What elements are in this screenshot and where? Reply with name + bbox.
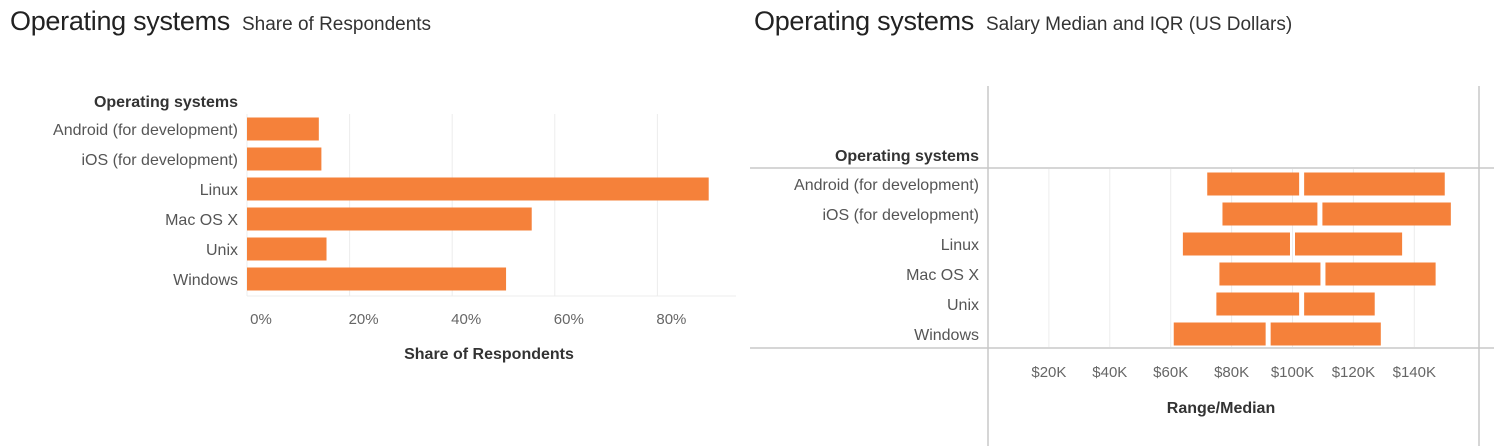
- right-x-tick-label: $20K: [1031, 364, 1066, 381]
- left-bar-ios-for-development: [247, 147, 322, 171]
- right-title-row: Operating systems Salary Median and IQR (…: [754, 6, 1292, 37]
- right-bar-upper-windows: [1270, 322, 1381, 346]
- right-chart-subtitle: Salary Median and IQR (US Dollars): [985, 14, 1293, 35]
- right-chart-title: Operating systems: [754, 6, 974, 36]
- right-bar-lower-linux: [1182, 232, 1290, 256]
- right-category-label-windows: Windows: [914, 327, 979, 344]
- right-bar-lower-windows: [1173, 322, 1266, 346]
- left-bar-mac-os-x: [247, 207, 532, 231]
- right-category-label-ios-for-development: iOS (for development): [822, 207, 979, 224]
- right-bar-lower-ios-for-development: [1222, 202, 1318, 226]
- share-of-respondents-chart: Operating systems Share of Respondents Op…: [0, 0, 750, 446]
- left-x-axis-title: Share of Respondents: [404, 346, 574, 363]
- salary-median-iqr-chart: Operating systems Salary Median and IQR (…: [750, 0, 1502, 446]
- right-x-tick-label: $120K: [1332, 364, 1375, 381]
- right-x-tick-label: $100K: [1271, 364, 1314, 381]
- right-x-tick-label: $60K: [1153, 364, 1188, 381]
- right-bar-upper-unix: [1304, 292, 1375, 316]
- right-category-label-mac-os-x: Mac OS X: [906, 267, 979, 284]
- right-bar-upper-mac-os-x: [1325, 262, 1436, 286]
- left-chart-subtitle: Share of Respondents: [241, 14, 432, 35]
- left-x-tick-label: 20%: [349, 311, 379, 328]
- right-x-tick-label: $80K: [1214, 364, 1249, 381]
- left-x-tick-label: 80%: [656, 311, 686, 328]
- right-category-label-unix: Unix: [947, 297, 979, 314]
- left-bar-windows: [247, 267, 507, 291]
- left-bar-android-for-development: [247, 117, 319, 141]
- left-category-label-windows: Windows: [173, 272, 238, 289]
- left-category-label-android-for-development: Android (for development): [53, 122, 238, 139]
- right-category-header: Operating systems: [835, 148, 979, 165]
- left-category-header: Operating systems: [94, 94, 238, 111]
- right-bar-upper-android-for-development: [1304, 172, 1445, 196]
- right-x-tick-label: $40K: [1092, 364, 1127, 381]
- right-category-label-linux: Linux: [941, 237, 979, 254]
- right-category-label-android-for-development: Android (for development): [794, 177, 979, 194]
- right-chart-svg: Operating systems Android (for developme…: [750, 86, 1494, 446]
- left-category-label-ios-for-development: iOS (for development): [81, 152, 238, 169]
- left-title-row: Operating systems Share of Respondents: [10, 6, 431, 37]
- left-x-tick-label: 40%: [451, 311, 481, 328]
- right-bar-upper-ios-for-development: [1322, 202, 1451, 226]
- left-x-tick-label: 0%: [250, 311, 272, 328]
- left-category-label-linux: Linux: [200, 182, 238, 199]
- left-chart-svg: Operating systems Android (for developme…: [53, 94, 736, 363]
- right-x-axis-title: Range/Median: [1167, 400, 1275, 417]
- right-bar-upper-linux: [1295, 232, 1403, 256]
- left-bar-linux: [247, 177, 709, 201]
- left-bar-unix: [247, 237, 327, 261]
- right-bar-lower-unix: [1216, 292, 1300, 316]
- left-category-label-unix: Unix: [206, 242, 238, 259]
- left-category-label-mac-os-x: Mac OS X: [165, 212, 238, 229]
- right-x-tick-label: $140K: [1393, 364, 1436, 381]
- right-bar-lower-android-for-development: [1207, 172, 1300, 196]
- right-bar-lower-mac-os-x: [1219, 262, 1321, 286]
- left-x-tick-label: 60%: [554, 311, 584, 328]
- left-chart-title: Operating systems: [10, 6, 230, 36]
